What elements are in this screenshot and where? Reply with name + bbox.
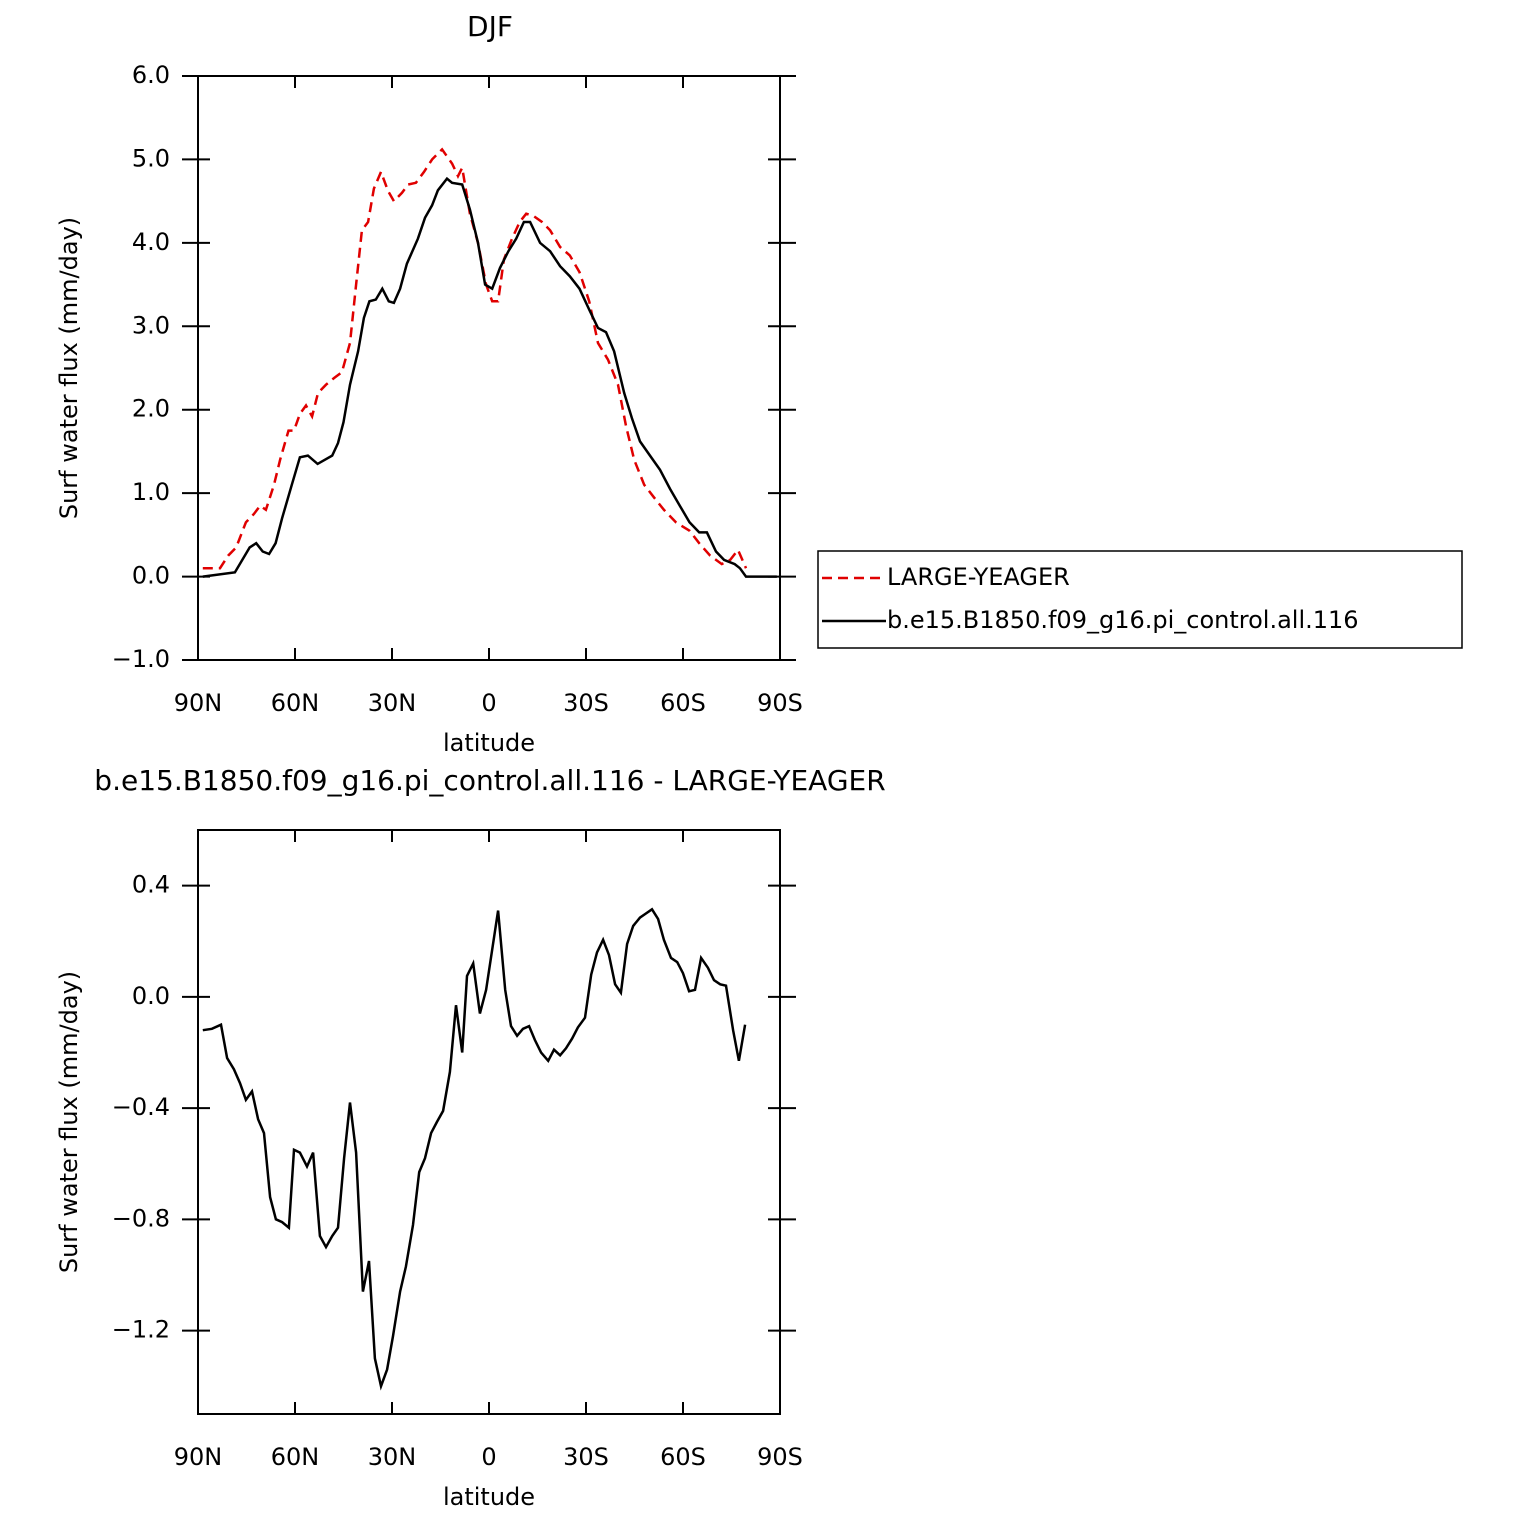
legend-label: b.e15.B1850.f09_g16.pi_control.all.116 xyxy=(887,606,1359,634)
y-tick-label: −1.2 xyxy=(112,1316,170,1344)
x-tick-label: 60N xyxy=(271,689,320,717)
x-tick-label: 60N xyxy=(271,1443,320,1471)
x-tick-label: 90N xyxy=(174,689,223,717)
y-tick-label: 5.0 xyxy=(132,144,170,172)
chart-title: b.e15.B1850.f09_g16.pi_control.all.116 -… xyxy=(94,764,885,797)
chart-title: DJF xyxy=(467,10,513,43)
x-tick-label: 90S xyxy=(757,689,803,717)
y-tick-label: 0.0 xyxy=(132,562,170,590)
y-tick-label: 2.0 xyxy=(132,395,170,423)
data-line xyxy=(202,176,777,578)
y-tick-label: 4.0 xyxy=(132,228,170,256)
legend-box xyxy=(817,550,1463,649)
y-tick-label: 0.0 xyxy=(132,982,170,1010)
y-tick-label: −0.8 xyxy=(112,1204,170,1232)
x-tick-label: 90S xyxy=(757,1443,803,1471)
plot-frame xyxy=(197,75,781,661)
x-axis-label: latitude xyxy=(443,1483,535,1511)
y-tick-label: −0.4 xyxy=(112,1093,170,1121)
y-tick-label: 0.4 xyxy=(132,871,170,899)
x-tick-label: 0 xyxy=(481,689,496,717)
x-tick-label: 60S xyxy=(660,689,706,717)
y-tick-label: 3.0 xyxy=(132,311,170,339)
y-tick-label: 6.0 xyxy=(132,61,170,89)
x-tick-label: 90N xyxy=(174,1443,223,1471)
data-line xyxy=(202,907,747,1391)
x-tick-label: 60S xyxy=(660,1443,706,1471)
legend-label: LARGE-YEAGER xyxy=(887,563,1070,591)
data-line xyxy=(202,147,748,570)
y-tick-label: −1.0 xyxy=(112,645,170,673)
x-tick-label: 30S xyxy=(563,1443,609,1471)
x-tick-label: 0 xyxy=(481,1443,496,1471)
x-axis-label: latitude xyxy=(443,729,535,757)
x-tick-label: 30S xyxy=(563,689,609,717)
y-axis-label: Surf water flux (mm/day) xyxy=(55,971,83,1273)
plot-frame xyxy=(197,829,781,1415)
x-tick-label: 30N xyxy=(368,689,417,717)
x-tick-label: 30N xyxy=(368,1443,417,1471)
y-axis-label: Surf water flux (mm/day) xyxy=(55,217,83,519)
y-tick-label: 1.0 xyxy=(132,478,170,506)
